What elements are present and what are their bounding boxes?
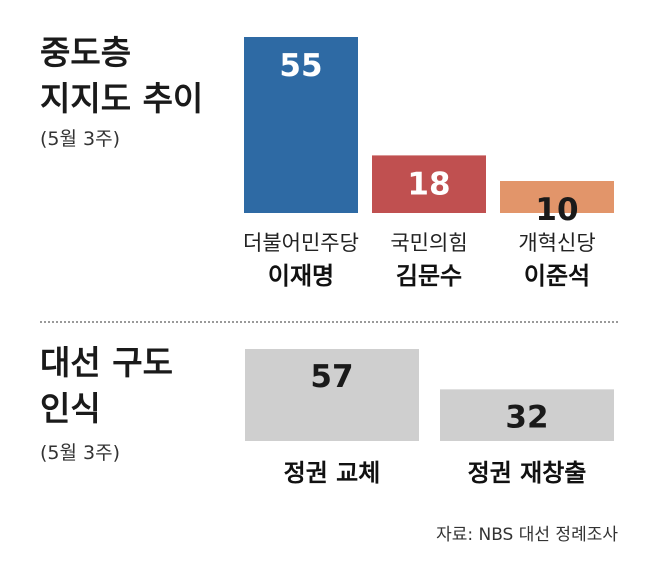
title-line: 중도층 bbox=[40, 33, 132, 72]
chart2-subtitle: (5월 3주) bbox=[40, 442, 121, 464]
candidate-label: 이준석 bbox=[524, 262, 590, 290]
bar-value-label: 10 bbox=[535, 192, 578, 228]
chart1-subtitle: (5월 3주) bbox=[40, 128, 121, 150]
title-line: 지지도 추이 bbox=[40, 79, 204, 118]
bar-1 bbox=[244, 37, 358, 213]
bar-value-label: 18 bbox=[407, 166, 450, 202]
bar-value-label: 55 bbox=[279, 48, 322, 84]
source-note: 자료: NBS 대선 정례조사 bbox=[436, 525, 618, 545]
party-label: 국민의힘 bbox=[390, 231, 467, 255]
bar-2 bbox=[440, 389, 614, 441]
title-line: 인식 bbox=[40, 389, 101, 428]
candidate-label: 이재명 bbox=[268, 262, 334, 290]
party-label: 더불어민주당 bbox=[243, 231, 359, 255]
category-label: 정권 교체 bbox=[284, 459, 381, 487]
category-label: 정권 재창출 bbox=[468, 459, 587, 487]
section-divider bbox=[40, 321, 618, 323]
bar-value-label: 57 bbox=[310, 359, 353, 395]
bar-value-label: 32 bbox=[505, 399, 548, 435]
candidate-label: 김문수 bbox=[396, 262, 462, 290]
bar-3 bbox=[500, 181, 614, 213]
party-label: 개혁신당 bbox=[518, 231, 595, 255]
title-line: 대선 구도 bbox=[40, 343, 173, 382]
bar-2 bbox=[372, 155, 486, 213]
bar-1 bbox=[245, 349, 419, 441]
